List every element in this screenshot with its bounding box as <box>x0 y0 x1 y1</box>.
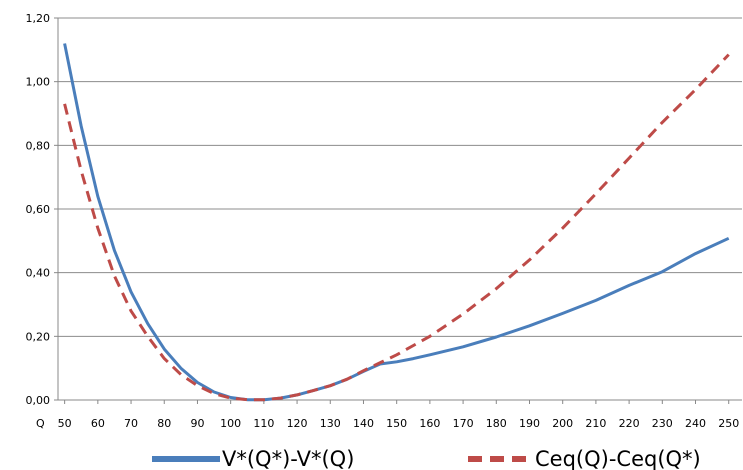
series-line-2 <box>63 53 730 402</box>
x-tick-label: 100 <box>220 417 241 430</box>
legend-label-series-2: Ceq(Q)-Ceq(Q*) <box>535 447 701 470</box>
y-tick-label: 0,00 <box>26 394 51 407</box>
y-tick-label: 0,40 <box>26 267 51 280</box>
x-axis-label: Q <box>36 417 45 430</box>
x-tick-label: 220 <box>619 417 640 430</box>
x-tick-label: 240 <box>685 417 706 430</box>
y-tick-label: 0,80 <box>26 139 51 152</box>
x-tick-label: 120 <box>287 417 308 430</box>
x-tick-label: 50 <box>58 417 72 430</box>
x-axis-ticks: 50 60 70 80 90 100 110 120 130 140 150 160 170 180 190… <box>58 400 739 430</box>
x-tick-label: 80 <box>157 417 171 430</box>
x-tick-label: 210 <box>585 417 606 430</box>
x-tick-label: 60 <box>91 417 105 430</box>
gridlines <box>58 17 742 401</box>
x-tick-label: 180 <box>486 417 507 430</box>
y-tick-label: 1,00 <box>26 76 51 89</box>
x-tick-label: 110 <box>253 417 274 430</box>
x-tick-label: 200 <box>552 417 573 430</box>
x-tick-label: 160 <box>419 417 440 430</box>
x-tick-label: 150 <box>386 417 407 430</box>
x-tick-label: 130 <box>320 417 341 430</box>
x-tick-label: 140 <box>353 417 374 430</box>
series-lines <box>63 43 730 402</box>
x-tick-label: 230 <box>652 417 673 430</box>
y-tick-label: 0,60 <box>26 203 51 216</box>
legend-label-series-1: V*(Q*)-V*(Q) <box>222 447 354 470</box>
x-tick-label: 250 <box>718 417 739 430</box>
x-tick-label: 170 <box>453 417 474 430</box>
legend: V*(Q*)-V*(Q) Ceq(Q)-Ceq(Q*) <box>152 447 701 470</box>
x-tick-label: 70 <box>124 417 138 430</box>
x-tick-label: 90 <box>190 417 204 430</box>
y-tick-label: 0,20 <box>26 330 51 343</box>
y-tick-label: 1,20 <box>26 12 51 25</box>
y-axis-ticks: 0,00 0,20 0,40 0,60 0,80 1,00 1,20 <box>26 12 58 407</box>
series-line-1 <box>63 43 730 402</box>
x-tick-label: 190 <box>519 417 540 430</box>
